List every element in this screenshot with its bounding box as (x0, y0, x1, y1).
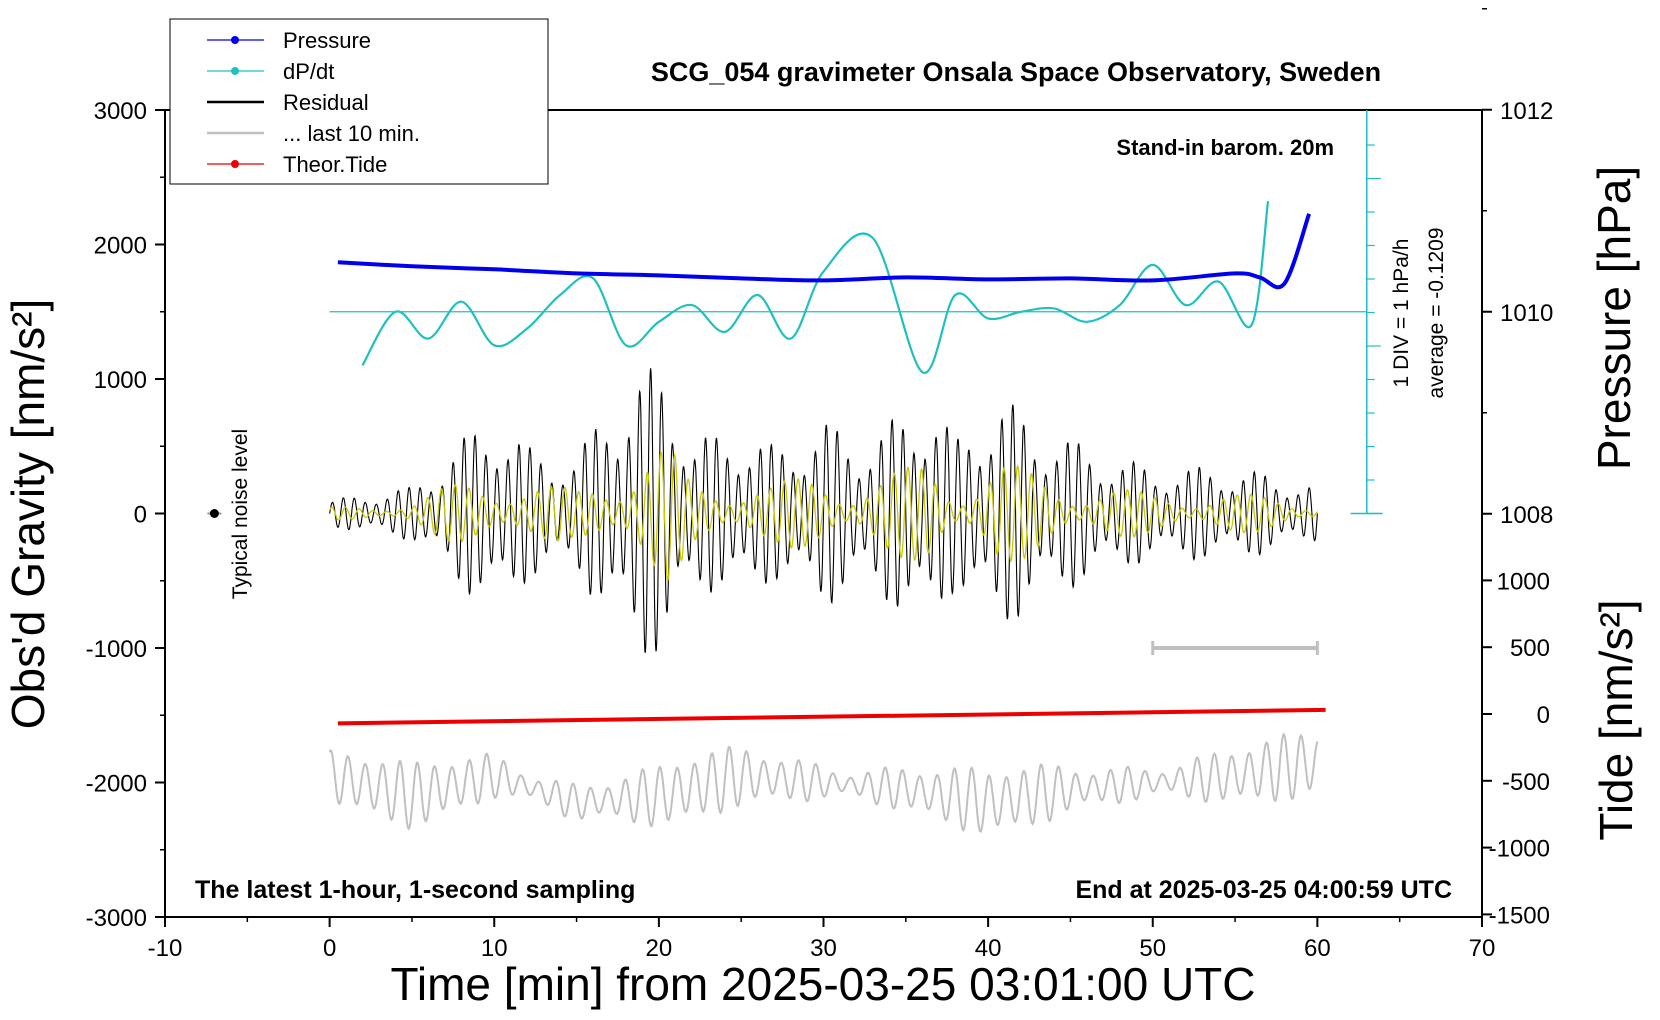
y-tick-label: 3000 (94, 98, 147, 125)
legend-label: Theor.Tide (283, 152, 387, 177)
y-tick-label: -3000 (86, 905, 147, 932)
tide-tick-label: 0 (1537, 702, 1550, 729)
y-tick-label: 0 (134, 502, 147, 529)
y-axis-label-pressure: Pressure [hPa] (1588, 166, 1640, 470)
noise-level-marker (209, 509, 219, 518)
axes-layer: -10 0 10 20 30 40 50 60 70 3000 2000 1000 0 -1000 -200… (86, 8, 1553, 962)
legend-swatch-dot (231, 160, 239, 168)
x-tick-label: 40 (975, 935, 1002, 962)
pressure-tick-label: 1012 (1500, 98, 1553, 125)
legend-label: dP/dt (283, 59, 334, 84)
series-dpdt-line (361, 201, 1270, 374)
end-time-note: End at 2025-03-25 04:00:59 UTC (1075, 876, 1452, 904)
y-tick-label: 2000 (94, 233, 147, 260)
y-axis-label-tide: Tide [nm/s²] (1590, 599, 1642, 840)
legend: Pressure dP/dt Residual ... last 10 min. The… (169, 18, 549, 185)
tide-tick-label: 1000 (1497, 568, 1550, 595)
x-tick-label: 30 (810, 935, 837, 962)
legend-swatch-dot (231, 67, 239, 75)
legend-label: Pressure (283, 28, 371, 53)
x-tick-label: 10 (481, 935, 508, 962)
y-tick-label: -2000 (86, 771, 147, 798)
x-tick-label: 70 (1469, 935, 1496, 962)
noise-note: Typical noise level (229, 429, 252, 599)
series-layer (207, 110, 1383, 834)
series-residual-filtered-line (329, 451, 1318, 583)
average-note: average = -0.1209 (1425, 227, 1448, 398)
x-tick-label: 60 (1304, 935, 1331, 962)
legend-box (169, 18, 549, 185)
series-tide-line (337, 707, 1326, 726)
stand-in-note: Stand-in barom. 20m (1116, 135, 1334, 160)
x-axis-label: Time [min] from 2025-03-25 03:01:00 UTC (391, 958, 1256, 1010)
x-tick-label: 0 (323, 935, 336, 962)
sampling-note: The latest 1-hour, 1-second sampling (195, 876, 635, 904)
pressure-tick-label: 1010 (1500, 300, 1553, 327)
tide-tick-label: -500 (1502, 769, 1550, 796)
legend-label: ... last 10 min. (283, 121, 420, 146)
tide-tick-label: 500 (1510, 635, 1550, 662)
legend-swatch-dot (231, 36, 239, 44)
x-tick-label: 50 (1139, 935, 1166, 962)
pressure-tick-label: 1008 (1500, 502, 1553, 529)
series-residual-line (329, 368, 1318, 653)
series-pressure-line (337, 213, 1311, 290)
y-tick-label: 1000 (94, 367, 147, 394)
legend-label: Residual (283, 90, 369, 115)
chart-title: SCG_054 gravimeter Onsala Space Observat… (651, 57, 1381, 87)
y-tick-label: -1000 (86, 636, 147, 663)
y-axis-label-left: Obs'd Gravity [nm/s²] (2, 299, 54, 730)
div-note: 1 DIV = 1 hPa/h (1390, 239, 1413, 388)
x-tick-label: 20 (646, 935, 673, 962)
x-tick-label: -10 (148, 935, 183, 962)
tide-tick-label: -1500 (1489, 902, 1550, 929)
series-last10-line (328, 732, 1319, 834)
tide-tick-label: -1000 (1489, 836, 1550, 863)
